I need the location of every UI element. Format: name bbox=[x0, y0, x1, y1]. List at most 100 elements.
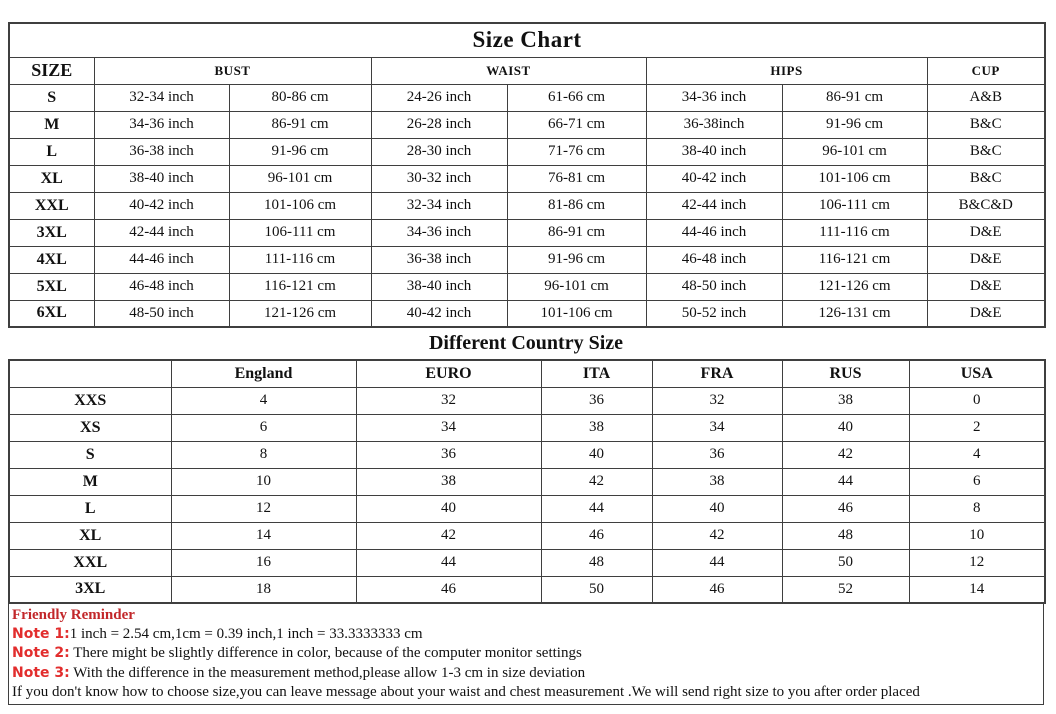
size-label: XXL bbox=[8, 548, 172, 577]
country-size-value: 34 bbox=[651, 413, 783, 442]
cell-waist-cm: 81-86 cm bbox=[506, 191, 647, 220]
cell-waist-inch: 24-26 inch bbox=[370, 83, 508, 112]
cell-bust-cm: 111-116 cm bbox=[228, 245, 372, 274]
country-size-value: 46 bbox=[651, 575, 783, 604]
column-header-size: SIZE bbox=[8, 56, 95, 85]
size-chart-row: 6XL 48-50 inch 121-126 cm 40-42 inch 101-106… bbox=[8, 299, 1046, 328]
cell-bust-cm: 86-91 cm bbox=[228, 110, 372, 139]
cell-cup: B&C bbox=[926, 137, 1046, 166]
note-label: Note 2: bbox=[12, 645, 70, 662]
country-size-row: M 10 38 42 38 44 6 bbox=[8, 467, 1046, 496]
size-label: 5XL bbox=[8, 272, 95, 301]
country-size-value: 12 bbox=[170, 494, 357, 523]
cell-waist-inch: 32-34 inch bbox=[370, 191, 508, 220]
country-size-value: 36 bbox=[651, 440, 783, 469]
country-size-header-row: England EURO ITA FRA RUS USA bbox=[8, 359, 1046, 388]
size-label: XXS bbox=[8, 386, 172, 415]
country-size-row: L 12 40 44 40 46 8 bbox=[8, 494, 1046, 523]
column-header-blank bbox=[8, 359, 172, 388]
cell-bust-cm: 96-101 cm bbox=[228, 164, 372, 193]
cell-waist-inch: 40-42 inch bbox=[370, 299, 508, 328]
country-size-body: XXS 4 32 36 32 38 0 XS 6 34 38 34 40 2 S 8 36 40 36 42 4 M 10 3… bbox=[8, 386, 1046, 604]
column-header-ita: ITA bbox=[540, 359, 653, 388]
cell-waist-cm: 86-91 cm bbox=[506, 218, 647, 247]
country-size-value: 46 bbox=[355, 575, 542, 604]
size-chart-row: M 34-36 inch 86-91 cm 26-28 inch 66-71 cm 36-… bbox=[8, 110, 1046, 139]
size-label: 6XL bbox=[8, 299, 95, 328]
country-size-value: 40 bbox=[355, 494, 542, 523]
country-size-value: 40 bbox=[651, 494, 783, 523]
size-label: XS bbox=[8, 413, 172, 442]
size-label: S bbox=[8, 83, 95, 112]
cell-cup: D&E bbox=[926, 299, 1046, 328]
cell-waist-inch: 28-30 inch bbox=[370, 137, 508, 166]
country-size-value: 48 bbox=[540, 548, 653, 577]
size-label: 3XL bbox=[8, 218, 95, 247]
cell-waist-cm: 76-81 cm bbox=[506, 164, 647, 193]
size-chart-table: Size Chart SIZE BUST WAIST HIPS CUP S 32-… bbox=[8, 22, 1046, 328]
cell-hips-cm: 116-121 cm bbox=[781, 245, 928, 274]
cell-bust-inch: 44-46 inch bbox=[93, 245, 230, 274]
size-label: M bbox=[8, 110, 95, 139]
size-chart-row: XXL 40-42 inch 101-106 cm 32-34 inch 81-86 c… bbox=[8, 191, 1046, 220]
country-size-value: 12 bbox=[908, 548, 1046, 577]
country-size-title: Different Country Size bbox=[428, 332, 624, 354]
cell-hips-inch: 42-44 inch bbox=[645, 191, 783, 220]
column-header-england: England bbox=[170, 359, 357, 388]
note-label: Note 3: bbox=[12, 664, 70, 681]
column-header-euro: EURO bbox=[355, 359, 542, 388]
size-label: 4XL bbox=[8, 245, 95, 274]
friendly-reminder-line: Friendly Reminder bbox=[12, 606, 1039, 625]
notes-footer-text: If you don't know how to choose size,you… bbox=[12, 683, 920, 700]
country-size-value: 32 bbox=[355, 386, 542, 415]
note-text: There might be slightly difference in co… bbox=[69, 645, 582, 662]
country-size-value: 52 bbox=[781, 575, 910, 604]
cell-hips-inch: 50-52 inch bbox=[645, 299, 783, 328]
cell-waist-inch: 30-32 inch bbox=[370, 164, 508, 193]
cell-hips-inch: 34-36 inch bbox=[645, 83, 783, 112]
column-header-fra: FRA bbox=[651, 359, 783, 388]
country-size-row: XL 14 42 46 42 48 10 bbox=[8, 521, 1046, 550]
country-size-value: 38 bbox=[651, 467, 783, 496]
size-chart-row: S 32-34 inch 80-86 cm 24-26 inch 61-66 cm 34-… bbox=[8, 83, 1046, 112]
size-chart-body: S 32-34 inch 80-86 cm 24-26 inch 61-66 cm 34-… bbox=[8, 83, 1046, 328]
cell-waist-cm: 96-101 cm bbox=[506, 272, 647, 301]
cell-hips-cm: 121-126 cm bbox=[781, 272, 928, 301]
cell-hips-inch: 46-48 inch bbox=[645, 245, 783, 274]
country-size-row: XXS 4 32 36 32 38 0 bbox=[8, 386, 1046, 415]
cell-bust-inch: 32-34 inch bbox=[93, 83, 230, 112]
size-chart-title-row: Size Chart bbox=[8, 22, 1046, 58]
cell-waist-inch: 38-40 inch bbox=[370, 272, 508, 301]
column-header-rus: RUS bbox=[781, 359, 910, 388]
cell-cup: B&C bbox=[926, 164, 1046, 193]
cell-bust-cm: 101-106 cm bbox=[228, 191, 372, 220]
cell-waist-cm: 101-106 cm bbox=[506, 299, 647, 328]
notes-box: Friendly Reminder Note 1:1 inch = 2.54 c… bbox=[8, 604, 1044, 706]
cell-hips-cm: 111-116 cm bbox=[781, 218, 928, 247]
size-label: XXL bbox=[8, 191, 95, 220]
cell-hips-inch: 38-40 inch bbox=[645, 137, 783, 166]
cell-hips-inch: 48-50 inch bbox=[645, 272, 783, 301]
country-size-value: 50 bbox=[540, 575, 653, 604]
cell-bust-cm: 121-126 cm bbox=[228, 299, 372, 328]
cell-bust-cm: 106-111 cm bbox=[228, 218, 372, 247]
country-size-value: 0 bbox=[908, 386, 1046, 415]
size-label: XL bbox=[8, 521, 172, 550]
cell-waist-cm: 71-76 cm bbox=[506, 137, 647, 166]
cell-hips-cm: 101-106 cm bbox=[781, 164, 928, 193]
note-label: Note 1: bbox=[12, 626, 70, 643]
size-label: XL bbox=[8, 164, 95, 193]
country-size-value: 42 bbox=[355, 521, 542, 550]
country-size-value: 44 bbox=[540, 494, 653, 523]
size-label: 3XL bbox=[8, 575, 172, 604]
cell-hips-inch: 40-42 inch bbox=[645, 164, 783, 193]
size-label: M bbox=[8, 467, 172, 496]
cell-hips-cm: 106-111 cm bbox=[781, 191, 928, 220]
cell-waist-cm: 61-66 cm bbox=[506, 83, 647, 112]
size-chart-row: XL 38-40 inch 96-101 cm 30-32 inch 76-81 cm 4… bbox=[8, 164, 1046, 193]
column-header-bust: BUST bbox=[93, 56, 372, 85]
cell-bust-inch: 48-50 inch bbox=[93, 299, 230, 328]
country-size-value: 44 bbox=[355, 548, 542, 577]
country-size-value: 38 bbox=[540, 413, 653, 442]
